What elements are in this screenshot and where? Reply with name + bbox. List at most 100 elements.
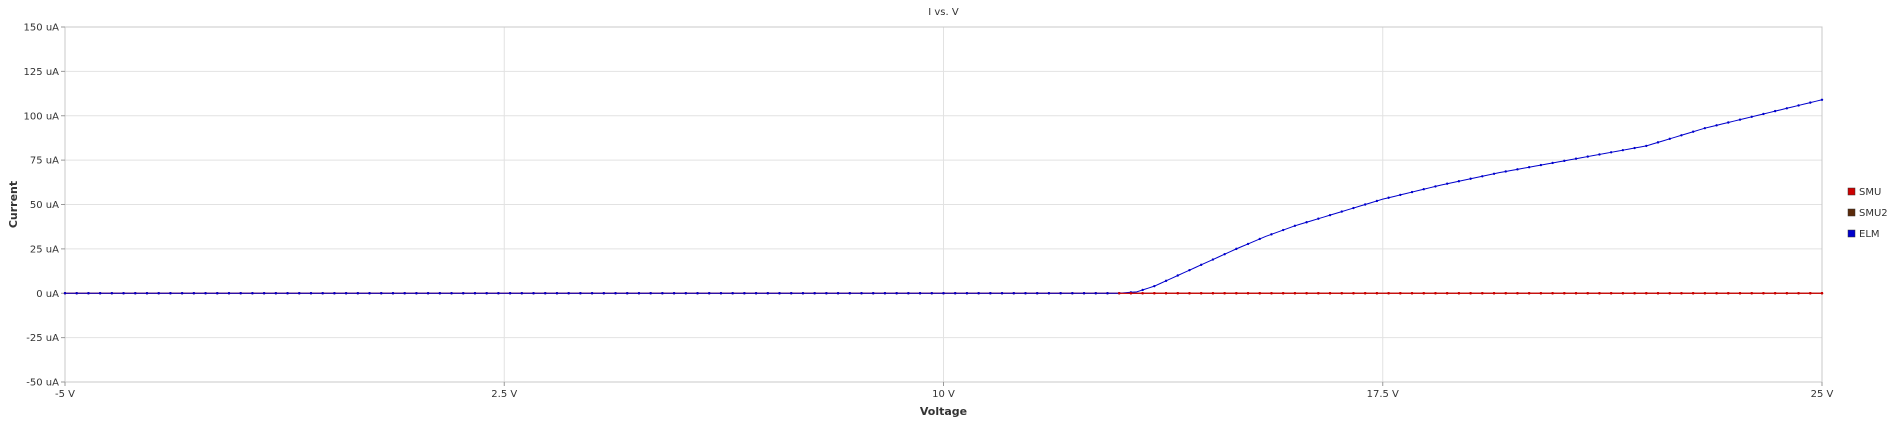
data-point-elm <box>731 292 734 295</box>
data-point-elm <box>895 292 898 295</box>
legend-item-elm[interactable]: ELM <box>1847 229 1880 240</box>
y-tick-label: 25 uA <box>30 244 59 255</box>
data-point-elm <box>1047 292 1051 295</box>
data-point-elm <box>1106 292 1109 295</box>
data-point-elm <box>1059 292 1062 295</box>
data-point-elm <box>1199 263 1203 267</box>
series-layer <box>63 98 1824 295</box>
data-point-elm <box>426 292 430 295</box>
data-point-elm <box>790 292 793 295</box>
data-point-elm <box>1293 224 1297 227</box>
data-point-elm <box>1188 268 1191 272</box>
data-point-elm <box>532 292 535 295</box>
y-tick-label: 125 uA <box>24 67 60 78</box>
data-point-elm <box>614 292 617 295</box>
y-tick-label: -50 uA <box>26 378 59 389</box>
data-point-elm <box>286 292 289 295</box>
data-point-elm <box>75 292 78 295</box>
data-point-elm <box>1457 180 1461 183</box>
data-point-elm <box>1235 247 1238 251</box>
data-point-elm <box>883 292 887 295</box>
tick-labels: -50 uA -25 uA 0 uA 25 uA 50 uA 75 uA 100 uA 125… <box>24 23 1834 401</box>
data-point-elm <box>989 292 992 295</box>
data-point-elm <box>134 292 137 295</box>
data-point-elm <box>813 292 816 295</box>
legend-label: SMU <box>1859 187 1881 198</box>
data-point-elm <box>1785 107 1789 110</box>
data-point-elm <box>1691 130 1695 133</box>
data-point-elm <box>403 292 406 295</box>
legend-item-smu[interactable]: SMU <box>1847 187 1881 198</box>
data-point-elm <box>590 292 594 295</box>
data-point-elm <box>380 292 383 295</box>
series-elm <box>63 98 1824 295</box>
data-point-elm <box>1703 126 1707 130</box>
data-point-elm <box>1598 153 1601 156</box>
data-point-elm <box>872 292 875 295</box>
data-point-elm <box>778 292 781 295</box>
data-point-elm <box>1434 185 1437 188</box>
data-point-elm <box>954 292 957 295</box>
legend-label: ELM <box>1859 229 1880 240</box>
data-point-elm <box>801 292 805 295</box>
data-point-elm <box>298 292 301 295</box>
data-point-elm <box>1281 228 1285 232</box>
data-point-elm <box>368 292 371 295</box>
data-point-elm <box>1668 137 1671 141</box>
data-point-elm <box>462 292 465 295</box>
data-point-elm <box>1738 118 1742 121</box>
data-point-elm <box>333 292 336 295</box>
y-tick-label: 150 uA <box>24 23 60 34</box>
data-point-elm <box>508 292 512 295</box>
data-point-elm <box>1071 292 1074 295</box>
y-tick-label: 75 uA <box>30 156 59 167</box>
data-point-elm <box>1000 292 1004 295</box>
data-point-elm <box>110 292 114 295</box>
data-point-elm <box>344 292 348 295</box>
data-point-elm <box>661 292 664 295</box>
data-point-elm <box>473 292 477 295</box>
data-point-elm <box>907 292 910 295</box>
chart-title: I vs. V <box>928 7 959 18</box>
data-point-elm <box>227 292 231 295</box>
y-tick-label: 100 uA <box>24 111 60 122</box>
data-point-elm <box>766 292 769 295</box>
data-point-elm <box>391 292 395 295</box>
data-point-elm <box>836 292 840 295</box>
data-point-elm <box>1574 157 1578 160</box>
data-point-elm <box>122 292 125 295</box>
data-point-elm <box>696 292 699 295</box>
data-point-elm <box>1176 274 1179 277</box>
data-point-elm <box>1516 168 1519 171</box>
data-point-elm <box>497 292 500 295</box>
data-point-elm <box>1352 206 1355 210</box>
legend-swatch <box>1847 229 1856 238</box>
x-tick-label: 10 V <box>932 389 955 400</box>
data-point-elm <box>977 292 980 295</box>
data-point-elm <box>1410 190 1414 194</box>
data-point-elm <box>1340 210 1343 213</box>
data-point-elm <box>1024 292 1027 295</box>
data-point-elm <box>1633 146 1636 150</box>
data-point-elm <box>1012 292 1015 295</box>
data-point-elm <box>1153 284 1156 288</box>
data-point-elm <box>649 292 652 295</box>
data-point-elm <box>1270 233 1273 236</box>
data-point-elm <box>1527 166 1531 169</box>
data-point-elm <box>1363 203 1367 206</box>
data-point-elm <box>1656 141 1660 144</box>
data-point-elm <box>251 292 254 295</box>
data-point-elm <box>1445 182 1449 185</box>
data-point-elm <box>1797 104 1800 107</box>
data-point-elm <box>1387 196 1390 199</box>
data-point-elm <box>63 292 67 295</box>
data-point-elm <box>708 292 711 295</box>
x-tick-label: 2.5 V <box>491 389 517 400</box>
data-point-elm <box>555 292 559 295</box>
data-point-elm <box>1773 109 1777 113</box>
legend-item-smu2[interactable]: SMU2 <box>1847 208 1888 219</box>
data-point-elm <box>1492 172 1496 175</box>
y-tick-label: -25 uA <box>26 333 59 344</box>
data-point-elm <box>1762 112 1765 116</box>
data-point-elm <box>239 292 242 295</box>
